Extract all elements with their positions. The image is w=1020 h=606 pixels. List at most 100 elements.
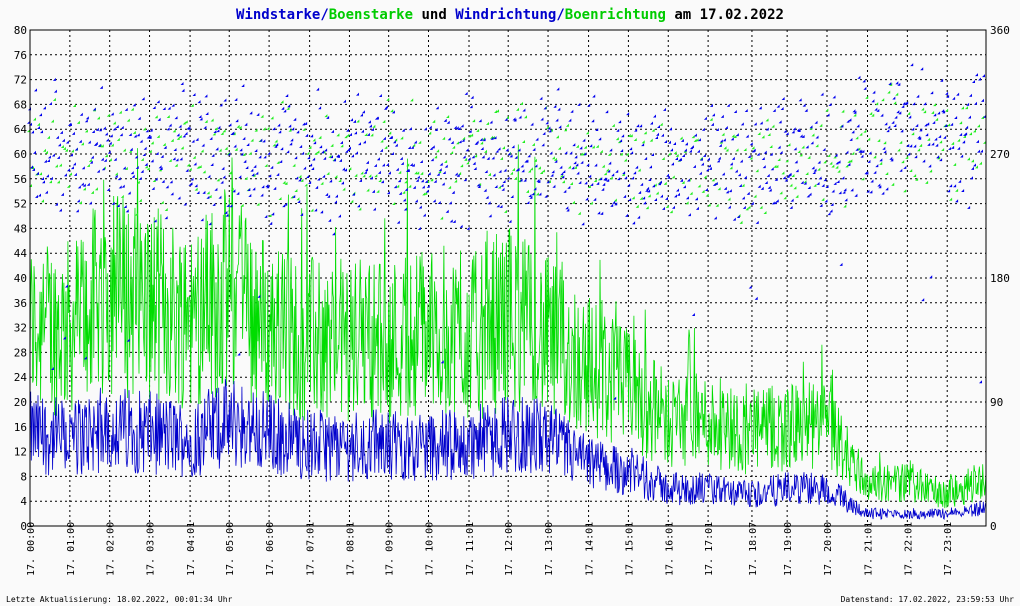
windrichtung-point <box>580 160 584 164</box>
windrichtung-point <box>779 150 783 154</box>
windrichtung-point <box>896 110 900 114</box>
boenrichtung-point <box>821 197 825 201</box>
windrichtung-point <box>797 129 801 133</box>
windrichtung-point <box>419 160 423 164</box>
boenrichtung-point <box>298 174 302 178</box>
windrichtung-point <box>88 201 92 205</box>
windrichtung-point <box>554 159 558 163</box>
windrichtung-point <box>267 151 271 155</box>
boenrichtung-point <box>450 151 454 155</box>
boenrichtung-point <box>286 106 290 110</box>
windrichtung-point <box>622 171 626 175</box>
windrichtung-point <box>174 116 178 120</box>
windstaerke-series <box>29 378 987 521</box>
boenrichtung-point <box>563 128 567 132</box>
windrichtung-point <box>741 196 745 200</box>
boenrichtung-point <box>434 155 438 159</box>
windrichtung-point <box>143 146 147 150</box>
windrichtung-point <box>160 154 164 158</box>
boenrichtung-point <box>470 133 474 137</box>
boenrichtung-point <box>382 119 386 123</box>
windrichtung-point <box>170 192 174 196</box>
windrichtung-point <box>619 139 623 143</box>
boenrichtung-point <box>611 123 615 127</box>
windrichtung-point <box>494 185 498 189</box>
windrichtung-point <box>319 145 323 149</box>
windrichtung-point <box>244 122 248 126</box>
windrichtung-point <box>58 208 62 212</box>
windrichtung-point <box>936 155 940 159</box>
boenrichtung-point <box>979 161 983 165</box>
boenrichtung-point <box>725 148 729 152</box>
boenrichtung-point <box>789 183 793 187</box>
boenrichtung-point <box>88 158 92 162</box>
boenrichtung-point <box>865 95 869 99</box>
windrichtung-point <box>662 206 666 210</box>
windrichtung-point <box>297 200 301 204</box>
windrichtung-point <box>407 146 411 150</box>
boenrichtung-point <box>735 148 739 152</box>
windrichtung-point <box>671 162 675 166</box>
windrichtung-point <box>620 149 624 153</box>
windrichtung-point <box>366 132 370 136</box>
windrichtung-point <box>946 94 950 98</box>
windrichtung-point <box>433 179 437 183</box>
windrichtung-point <box>899 168 903 172</box>
windrichtung-point <box>185 168 189 172</box>
windrichtung-point <box>888 82 892 86</box>
boenrichtung-point <box>535 192 539 196</box>
windrichtung-point <box>922 159 926 163</box>
windrichtung-point <box>430 158 434 162</box>
windrichtung-point <box>163 145 167 149</box>
windrichtung-point <box>336 154 340 158</box>
windrichtung-point <box>199 117 203 121</box>
boenrichtung-point <box>709 117 713 121</box>
windrichtung-point <box>404 187 408 191</box>
boenrichtung-point <box>498 185 502 189</box>
windrichtung-point <box>54 202 58 206</box>
windrichtung-point <box>600 211 604 215</box>
windrichtung-point <box>559 165 563 169</box>
boenrichtung-point <box>410 98 414 102</box>
windrichtung-point <box>761 157 765 161</box>
windrichtung-point <box>294 156 298 160</box>
windrichtung-point <box>339 158 343 162</box>
boenrichtung-point <box>655 191 659 195</box>
x-tick-label: 17. 19:00 <box>783 522 794 576</box>
boenrichtung-point <box>733 135 737 139</box>
windrichtung-point <box>262 139 266 143</box>
windrichtung-point <box>543 106 547 110</box>
windrichtung-point <box>758 106 762 110</box>
windrichtung-point <box>96 169 100 173</box>
boenrichtung-point <box>823 160 827 164</box>
windrichtung-point <box>666 173 670 177</box>
windrichtung-point <box>49 176 53 180</box>
windrichtung-point <box>605 110 609 114</box>
windrichtung-point <box>38 193 42 197</box>
boenrichtung-point <box>835 165 839 169</box>
windrichtung-point <box>219 103 223 107</box>
windrichtung-point <box>902 101 906 105</box>
windrichtung-point <box>781 97 785 101</box>
boenrichtung-point <box>360 171 364 175</box>
windrichtung-point <box>322 174 326 178</box>
boenrichtung-point <box>913 174 917 178</box>
boenrichtung-point <box>675 153 679 157</box>
windrichtung-point <box>418 205 422 209</box>
boenrichtung-point <box>651 128 655 132</box>
boenrichtung-point <box>380 139 384 143</box>
windrichtung-point <box>702 153 706 157</box>
windrichtung-point <box>289 142 293 146</box>
windrichtung-point <box>826 113 830 117</box>
windrichtung-point <box>824 199 828 203</box>
windrichtung-point <box>402 198 406 202</box>
windrichtung-point <box>31 130 35 134</box>
windrichtung-point <box>246 143 250 147</box>
windrichtung-point <box>612 200 616 204</box>
windrichtung-point <box>493 136 497 140</box>
windrichtung-point <box>169 180 173 184</box>
windrichtung-point <box>491 156 495 160</box>
windrichtung-point <box>74 147 78 151</box>
boenrichtung-point <box>897 148 901 152</box>
boenrichtung-point <box>376 189 380 193</box>
